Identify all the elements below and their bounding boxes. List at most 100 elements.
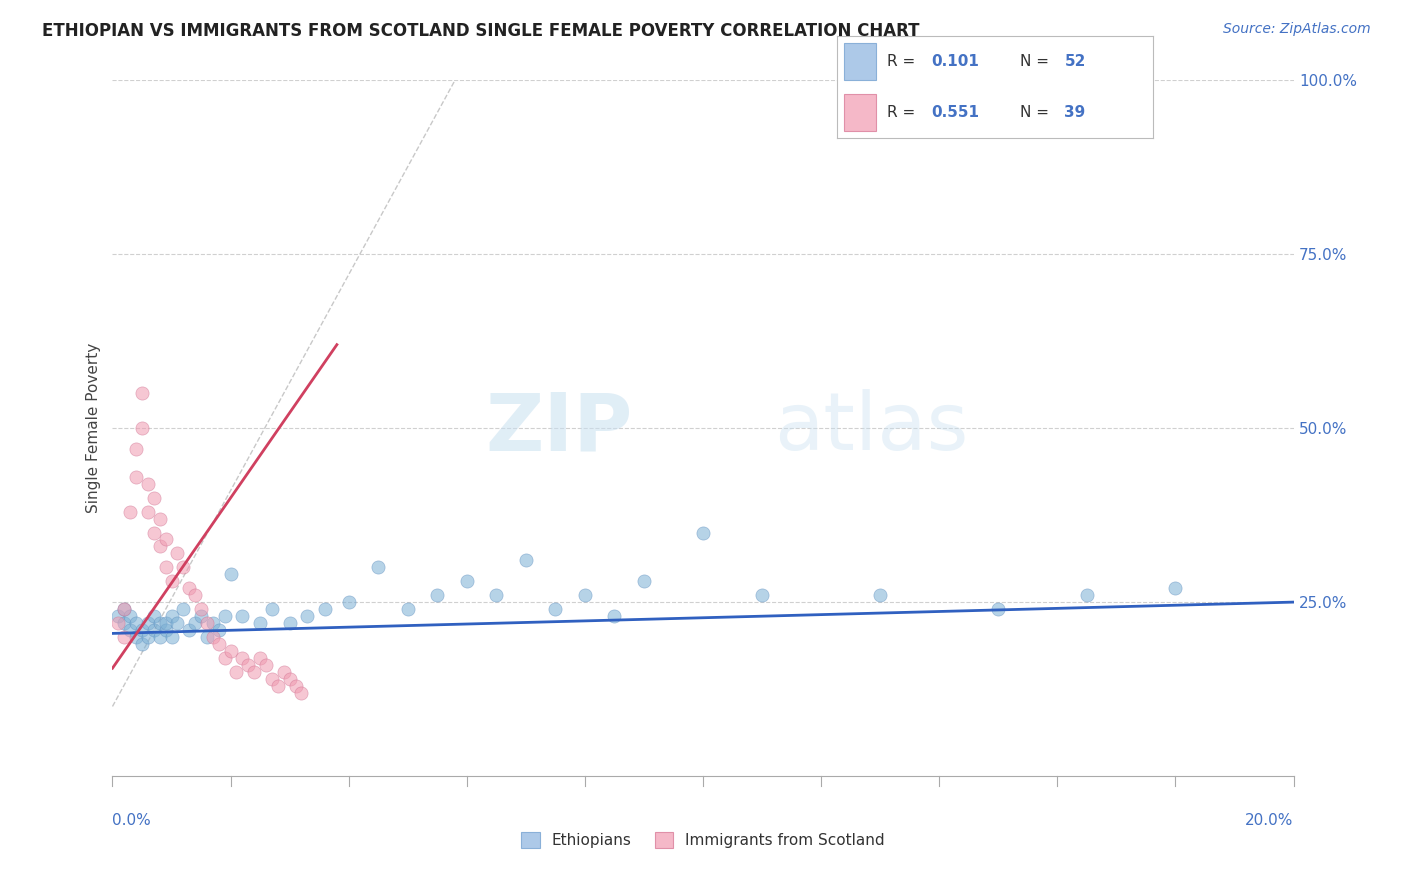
Point: [396, 602, 419, 616]
Point: [149, 540, 172, 554]
Point: [603, 609, 626, 624]
Point: [190, 609, 212, 624]
Point: [260, 602, 283, 616]
Point: [107, 615, 129, 630]
Point: [166, 615, 188, 630]
Text: ZIP: ZIP: [485, 389, 633, 467]
Point: [208, 637, 231, 651]
Point: [1076, 588, 1098, 602]
Point: [125, 615, 148, 630]
Point: [201, 630, 224, 644]
Point: [112, 630, 135, 644]
Point: [195, 615, 218, 630]
Point: [125, 442, 148, 456]
Point: [142, 623, 165, 637]
Point: [751, 588, 773, 602]
Point: [184, 588, 207, 602]
Text: Source: ZipAtlas.com: Source: ZipAtlas.com: [1223, 22, 1371, 37]
Point: [125, 470, 148, 484]
Point: [633, 574, 655, 589]
Point: [1164, 581, 1187, 595]
Point: [179, 581, 201, 595]
Point: [155, 560, 177, 574]
Point: [160, 609, 183, 624]
Point: [142, 609, 165, 624]
Point: [249, 650, 271, 665]
Point: [219, 567, 242, 582]
Point: [131, 386, 153, 401]
Point: [190, 602, 212, 616]
Point: [208, 623, 231, 637]
Point: [214, 609, 236, 624]
Point: [131, 421, 153, 435]
Point: [201, 615, 224, 630]
Point: [112, 602, 135, 616]
Text: 0.0%: 0.0%: [112, 814, 152, 828]
Point: [243, 665, 266, 679]
Point: [112, 602, 135, 616]
Point: [249, 615, 271, 630]
Point: [142, 491, 165, 505]
Point: [120, 505, 142, 519]
Point: [155, 623, 177, 637]
Point: [544, 602, 567, 616]
Y-axis label: Single Female Poverty: Single Female Poverty: [86, 343, 101, 513]
Point: [337, 595, 360, 609]
Point: [273, 665, 295, 679]
Text: N =: N =: [1019, 54, 1054, 69]
Point: [290, 685, 312, 699]
Point: [131, 637, 153, 651]
Point: [278, 615, 301, 630]
Point: [184, 615, 207, 630]
Point: [214, 650, 236, 665]
Text: ETHIOPIAN VS IMMIGRANTS FROM SCOTLAND SINGLE FEMALE POVERTY CORRELATION CHART: ETHIOPIAN VS IMMIGRANTS FROM SCOTLAND SI…: [42, 22, 920, 40]
Bar: [845, 95, 876, 131]
Point: [149, 630, 172, 644]
Point: [149, 615, 172, 630]
Point: [574, 588, 596, 602]
Text: 0.101: 0.101: [931, 54, 980, 69]
Point: [367, 560, 389, 574]
Point: [131, 623, 153, 637]
Text: 52: 52: [1064, 54, 1085, 69]
Point: [155, 533, 177, 547]
Point: [195, 630, 218, 644]
Point: [136, 476, 159, 491]
Text: 0.551: 0.551: [931, 105, 980, 120]
Point: [692, 525, 714, 540]
Text: 39: 39: [1064, 105, 1085, 120]
Point: [869, 588, 891, 602]
Point: [297, 609, 319, 624]
Point: [219, 644, 242, 658]
Point: [112, 615, 135, 630]
Point: [231, 609, 253, 624]
Point: [426, 588, 449, 602]
Point: [125, 630, 148, 644]
Text: 20.0%: 20.0%: [1246, 814, 1294, 828]
Point: [172, 602, 194, 616]
Point: [120, 609, 142, 624]
Point: [136, 615, 159, 630]
Point: [172, 560, 194, 574]
Point: [260, 672, 283, 686]
Point: [142, 525, 165, 540]
Bar: [845, 43, 876, 79]
Point: [238, 657, 260, 672]
Point: [284, 679, 307, 693]
Point: [278, 672, 301, 686]
Point: [136, 505, 159, 519]
Point: [267, 679, 290, 693]
Point: [166, 546, 188, 560]
Text: R =: R =: [887, 105, 921, 120]
Point: [107, 609, 129, 624]
Point: [254, 657, 277, 672]
Text: N =: N =: [1019, 105, 1054, 120]
Text: atlas: atlas: [773, 389, 969, 467]
Point: [136, 630, 159, 644]
Text: R =: R =: [887, 54, 921, 69]
Point: [160, 574, 183, 589]
Point: [160, 630, 183, 644]
Point: [485, 588, 508, 602]
Point: [120, 623, 142, 637]
Point: [231, 650, 253, 665]
